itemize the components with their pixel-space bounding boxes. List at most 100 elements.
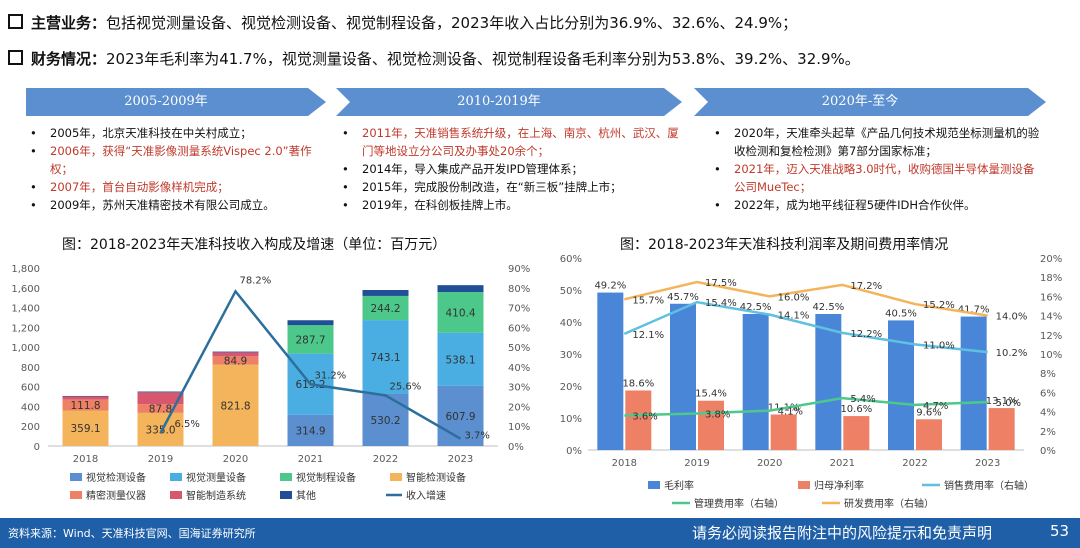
bar-segment	[362, 290, 409, 296]
growth-label: 31.2%	[315, 370, 347, 381]
rate-line	[624, 396, 988, 417]
growth-label: 78.2%	[240, 275, 272, 286]
growth-label: 25.6%	[390, 381, 422, 392]
bar-segment	[362, 295, 409, 321]
bar-segment	[62, 396, 109, 400]
growth-label: 3.7%	[465, 431, 490, 442]
legend-label: 智能检测设备	[406, 471, 466, 484]
timeline-col-2: 2011年，天准销售系统升级，在上海、南京、杭州、武汉、厦门等地设立分公司及办事…	[340, 124, 686, 214]
bar-label: 42.5%	[812, 302, 844, 313]
timeline-item: 2014年，导入集成产品开发IPD管理体系；	[340, 160, 686, 178]
timeline-arrow-1: 2005-2009年	[26, 88, 326, 116]
x-tick-label: 2019	[684, 458, 709, 469]
y-tick-label: 600	[21, 383, 40, 394]
data-label: 607.9	[445, 411, 475, 423]
y-tick-label: 800	[21, 363, 40, 374]
rate-line	[624, 280, 988, 317]
y-tick-label: 1,200	[11, 323, 40, 334]
y-tick-label: 400	[21, 402, 40, 413]
bar-segment	[212, 351, 259, 353]
data-label: 530.2	[370, 415, 400, 427]
legend-label: 精密测量仪器	[86, 489, 146, 502]
bar	[916, 419, 942, 450]
bar	[698, 400, 724, 450]
x-tick-label: 2018	[612, 458, 637, 469]
rate-label: 3.6%	[632, 411, 657, 422]
bar	[742, 314, 769, 450]
rate-line	[623, 300, 988, 354]
bar	[815, 314, 842, 450]
legend-label: 归母净利率	[814, 479, 864, 492]
data-label: 335.0	[145, 424, 175, 436]
bar-segment	[137, 392, 184, 405]
legend-swatch	[170, 473, 182, 481]
timeline-period-2: 2010-2019年	[457, 94, 541, 109]
y-tick-label: 1,000	[11, 343, 40, 354]
bar-segment	[287, 414, 334, 446]
finance-label: 财务情况：	[31, 50, 107, 68]
y-tick-label: 0%	[566, 446, 582, 457]
chart-title-margin: 图：2018-2023年天准科技利润率及期间费用率情况	[620, 237, 949, 253]
rate-label: 17.2%	[850, 281, 882, 292]
legend-swatch	[390, 473, 402, 481]
timeline-item: 2005年，北京天准科技在中关村成立；	[28, 124, 328, 142]
y-tick-label: 0	[34, 442, 40, 453]
bar-segment	[437, 332, 484, 386]
footer-source: 资料来源：Wind、天准科技官网、国海证券研究所	[8, 527, 256, 540]
data-label: 821.8	[220, 400, 250, 412]
rate-label: 10.2%	[996, 348, 1028, 359]
timeline-period-3: 2020年-至今	[821, 94, 899, 109]
legend-label: 视觉检测设备	[86, 471, 146, 484]
footer-disclaimer: 请务必阅读报告附注中的风险提示和免责声明	[692, 524, 993, 542]
legend-swatch	[170, 491, 182, 499]
y2-tick-label: 20%	[1040, 254, 1062, 265]
legend-swatch	[70, 473, 82, 481]
x-tick-label: 2023	[975, 458, 1000, 469]
bar-segment	[287, 325, 334, 354]
y-tick-label: 10%	[560, 414, 582, 425]
data-label: 743.1	[370, 352, 400, 364]
y2-tick-label: 80%	[508, 284, 530, 295]
header-line-business: 主营业务：包括视觉测量设备、视觉检测设备、视觉制程设备，2023年收入占比分别为…	[8, 12, 797, 33]
x-tick-label: 2023	[448, 454, 473, 465]
x-tick-label: 2022	[373, 454, 398, 465]
y-tick-label: 1,600	[11, 284, 40, 295]
finance-text: 2023年毛利率为41.7%，视觉测量设备、视觉检测设备、视觉制程设备毛利率分别…	[106, 50, 860, 68]
y2-tick-label: 18%	[1040, 273, 1062, 284]
timeline-col-1: 2005年，北京天准科技在中关村成立； 2006年，获得“天准影像测量系统Vis…	[28, 124, 328, 214]
bar-segment	[437, 285, 484, 293]
y2-tick-label: 4%	[1040, 408, 1056, 419]
timeline-arrow-3: 2020年-至今	[694, 88, 1046, 116]
timeline-item: 2015年，完成股份制改造，在“新三板”挂牌上市；	[340, 178, 686, 196]
bar-segment	[212, 352, 259, 357]
y2-tick-label: 70%	[508, 304, 530, 315]
y2-tick-label: 90%	[508, 264, 530, 275]
bar-segment	[137, 391, 184, 393]
bar-segment	[137, 412, 184, 446]
bar	[960, 316, 987, 450]
bar	[670, 303, 696, 450]
rate-label: 12.2%	[850, 329, 882, 340]
bar	[625, 390, 652, 450]
y2-tick-label: 60%	[508, 323, 530, 334]
bar-segment	[212, 364, 259, 446]
y2-tick-label: 0%	[1040, 446, 1056, 457]
bar-segment	[62, 410, 109, 446]
bar-label: 15.4%	[695, 389, 727, 400]
chart-title-revenue: 图：2018-2023年天准科技收入构成及增速（单位：百万元）	[62, 237, 447, 253]
data-label: 359.1	[70, 423, 100, 435]
y-tick-label: 1,800	[11, 264, 40, 275]
timeline-item: 2009年，苏州天准精密技术有限公司成立。	[28, 196, 328, 214]
revenue-chart: 0 200 400 600 800 1,000 1,200 1,400 1,600 1,800 0%…	[11, 264, 530, 502]
data-label: 287.7	[295, 334, 325, 346]
bar-label: 45.7%	[667, 292, 699, 303]
y2-tick-label: 0%	[508, 442, 524, 453]
rate-label: 3.8%	[705, 410, 730, 421]
timeline-item: 2022年，成为地平线征程5硬件IDH合作伙伴。	[712, 196, 1044, 214]
square-bullet-icon	[8, 50, 23, 65]
y-tick-label: 1,400	[11, 304, 40, 315]
bar	[770, 414, 797, 450]
rate-label: 17.5%	[705, 278, 737, 289]
rate-label: 5.4%	[850, 394, 875, 405]
timeline-period-1: 2005-2009年	[124, 94, 208, 109]
